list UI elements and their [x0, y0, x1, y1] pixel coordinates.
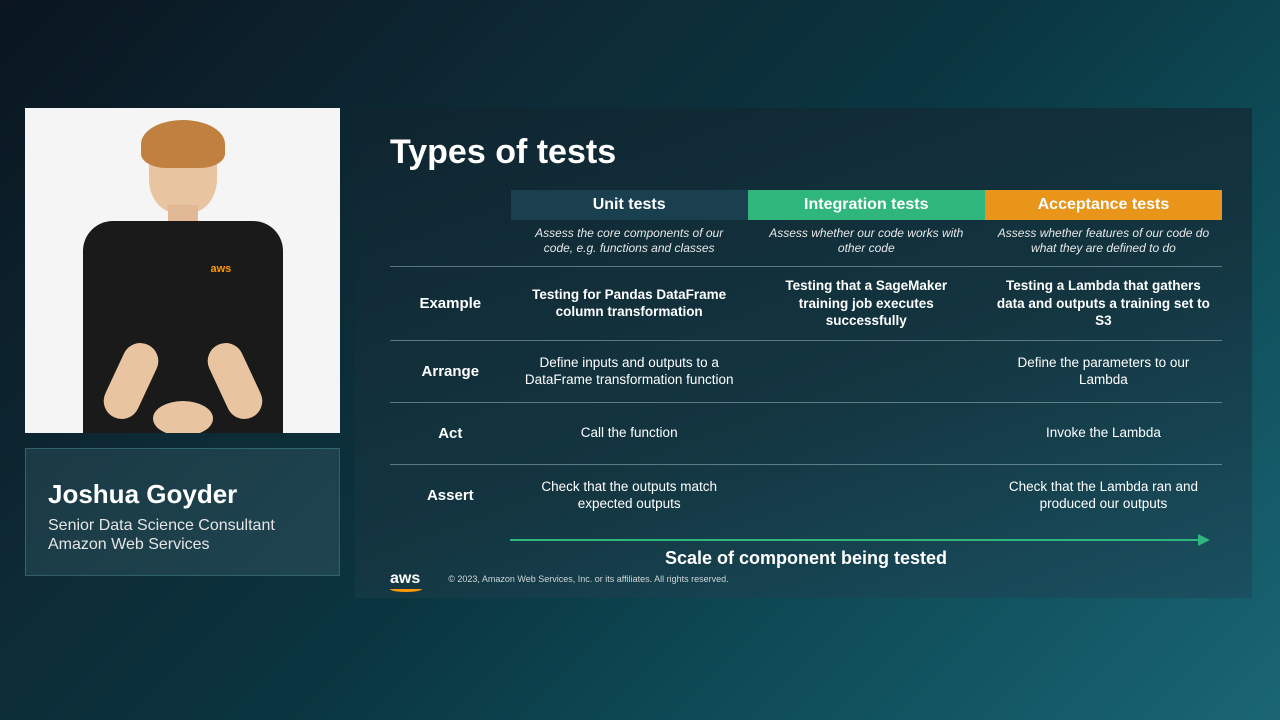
copyright-text: © 2023, Amazon Web Services, Inc. or its… [448, 574, 728, 584]
scale-label: Scale of component being tested [390, 548, 1222, 569]
cell-arrange-integration [748, 340, 985, 402]
presentation-slide: Types of tests Unit tests Integration te… [355, 108, 1252, 598]
cell-example-integration: Testing that a SageMaker training job ex… [748, 267, 985, 341]
cell-arrange-acceptance: Define the parameters to our Lambda [985, 340, 1222, 402]
col-header-integration: Integration tests [748, 190, 985, 220]
speaker-nameplate: Joshua Goyder Senior Data Science Consul… [25, 448, 340, 576]
cell-assert-acceptance: Check that the Lambda ran and produced o… [985, 464, 1222, 526]
row-header-example: Example [390, 267, 511, 341]
cell-arrange-unit: Define inputs and outputs to a DataFrame… [511, 340, 748, 402]
col-sub-integration: Assess whether our code works with other… [748, 220, 985, 267]
row-header-act: Act [390, 402, 511, 464]
col-sub-acceptance: Assess whether features of our code do w… [985, 220, 1222, 267]
cell-assert-unit: Check that the outputs match expected ou… [511, 464, 748, 526]
tests-table: Unit tests Integration tests Acceptance … [390, 190, 1222, 526]
col-header-unit: Unit tests [511, 190, 748, 220]
cell-act-acceptance: Invoke the Lambda [985, 402, 1222, 464]
cell-act-unit: Call the function [511, 402, 748, 464]
scale-arrow [510, 536, 1210, 544]
speaker-title-line1: Senior Data Science Consultant [48, 516, 317, 535]
slide-title: Types of tests [390, 133, 1222, 172]
speaker-silhouette: aws [53, 123, 313, 433]
cell-example-acceptance: Testing a Lambda that gathers data and o… [985, 267, 1222, 341]
col-header-acceptance: Acceptance tests [985, 190, 1222, 220]
shirt-logo: aws [211, 263, 232, 275]
cell-act-integration [748, 402, 985, 464]
row-header-assert: Assert [390, 464, 511, 526]
cell-example-unit: Testing for Pandas DataFrame column tran… [511, 267, 748, 341]
speaker-title-line2: Amazon Web Services [48, 535, 317, 554]
col-sub-unit: Assess the core components of our code, … [511, 220, 748, 267]
cell-assert-integration [748, 464, 985, 526]
row-header-arrange: Arrange [390, 340, 511, 402]
speaker-name: Joshua Goyder [48, 479, 317, 510]
speaker-video: aws [25, 108, 340, 433]
aws-logo: aws [390, 570, 420, 588]
